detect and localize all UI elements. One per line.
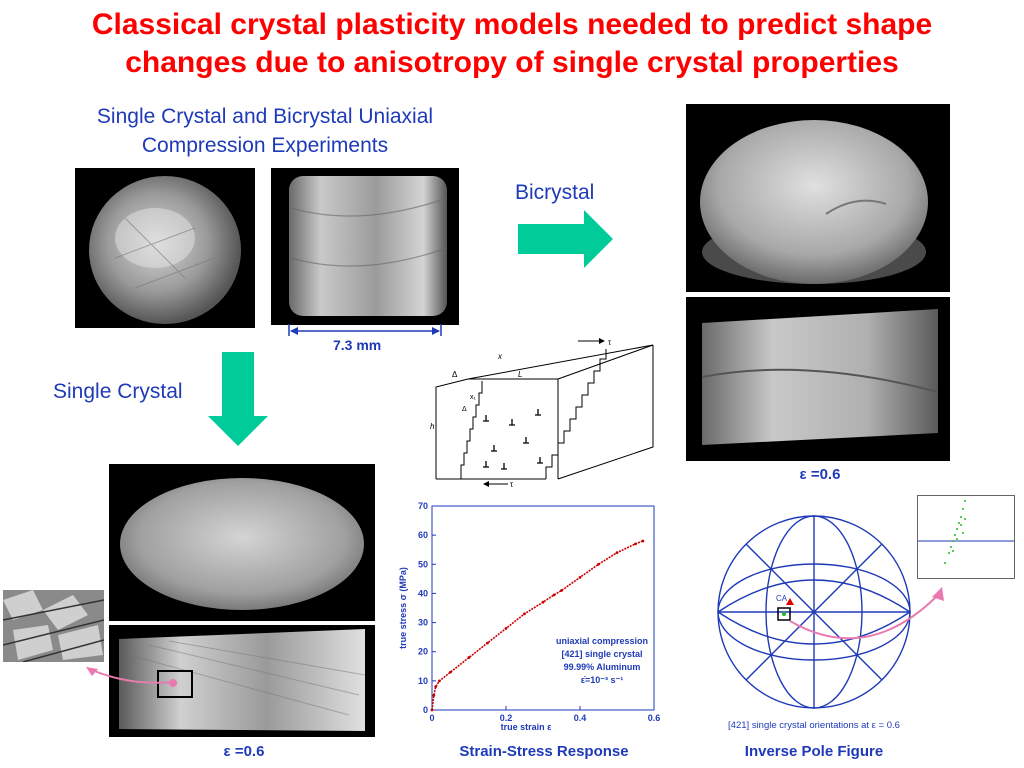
top-view-photo [75, 168, 255, 328]
data-point [597, 562, 600, 566]
x-tick-label: 0.2 [500, 713, 513, 723]
slip-tau-bottom: τ [510, 480, 514, 487]
data-point [634, 542, 637, 546]
bicrystal-top-photo-svg [700, 120, 928, 284]
single-top-photo [109, 464, 375, 621]
data-point [541, 600, 545, 604]
data-point [578, 576, 582, 579]
single-side-photo [109, 625, 375, 737]
slip-x: x [497, 352, 503, 361]
y-tick-label: 10 [418, 676, 428, 686]
y-tick-label: 20 [418, 647, 428, 657]
scale-label: 7.3 mm [333, 337, 382, 353]
pink-arrow-left [86, 667, 175, 684]
slip-h: h [430, 422, 435, 431]
side-view-photo [271, 168, 459, 325]
data-point [432, 694, 436, 697]
subtitle-line-2: Compression Experiments [141, 134, 389, 157]
top-view-photo-svg [89, 176, 241, 324]
data-point [504, 627, 508, 630]
slip-L: L [518, 370, 522, 379]
data-point [449, 670, 452, 674]
bicrystal-disk-shape [700, 120, 928, 284]
title-line-1: Classical crystal plasticity models need… [91, 8, 933, 41]
ca-label: CA [776, 594, 788, 603]
pink-arrow-right [789, 587, 944, 640]
page-title: Classical crystal plasticity models need… [0, 6, 1024, 82]
data-point [523, 612, 526, 616]
pole-highlight-box [777, 607, 791, 621]
y-ticks: 0 10 20 30 40 50 60 70 [418, 501, 436, 715]
stress-strain-chart: 0 10 20 30 40 50 60 70 0 0.2 0.4 0.6 true stress σ… [398, 501, 661, 732]
x-tick-label: 0.4 [574, 713, 587, 723]
data-point [560, 589, 563, 592]
cylinder-shape [289, 176, 447, 316]
y-tick-label: 70 [418, 501, 428, 511]
pole-caption: Inverse Pole Figure [744, 743, 884, 760]
inset-frame [917, 495, 1015, 579]
annotation-line-4: ε̇=10⁻³ s⁻¹ [581, 675, 624, 685]
y-tick-label: 50 [418, 559, 428, 569]
y-tick-label: 0 [423, 705, 428, 715]
data-point [434, 685, 438, 689]
bicrystal-side-photo-svg [701, 309, 939, 445]
plot-frame [431, 505, 655, 711]
down-arrow-icon [208, 352, 268, 446]
annotation-line-3: 99.99% Aluminum [564, 662, 641, 672]
right-arrow-icon [518, 210, 613, 268]
data-point [438, 679, 441, 683]
slip-tau-top: τ [608, 338, 612, 347]
y-tick-label: 40 [418, 588, 428, 598]
x-tick-label: 0 [429, 713, 434, 723]
y-tick-label: 60 [418, 530, 428, 540]
single-side-shape [119, 629, 365, 731]
micrograph-inset [3, 590, 104, 662]
single-top-photo-svg [120, 478, 364, 610]
pole-figure-label: [421] single crystal orientations at ε =… [728, 720, 900, 731]
data-point [552, 593, 556, 597]
stress-caption: Strain-Stress Response [459, 743, 629, 760]
slip-delta: Δ [452, 370, 458, 379]
data-point [486, 641, 489, 645]
y-tick-label: 30 [418, 618, 428, 628]
subtitle-line-1: Single Crystal and Bicrystal Uniaxial [96, 105, 434, 128]
bicrystal-label: Bicrystal [515, 181, 595, 204]
single-disk-shape [120, 478, 364, 610]
annotation-line-1: uniaxial compression [556, 636, 648, 646]
strain-caption-left: ε =0.6 [223, 743, 265, 760]
scale-bar [288, 324, 442, 336]
slip-diagram: τ τ x L Δ h x₁ Δ [430, 338, 654, 487]
micrograph-inset-svg [3, 590, 104, 662]
x-axis-label: true strain ε [501, 722, 553, 732]
data-point [615, 551, 619, 555]
pole-figure: CA [421] single crystal orientations at … [717, 515, 911, 731]
side-view-photo-svg [289, 176, 448, 316]
bicrystal-side-shape [702, 309, 938, 445]
data-point [641, 539, 645, 543]
data-point [430, 708, 434, 712]
slip-x1: x₁ [470, 394, 477, 401]
title-line-2: changes due to anisotropy of single crys… [125, 46, 899, 79]
single-crystal-label: Single Crystal [53, 380, 183, 403]
bicrystal-side-photo [686, 297, 950, 461]
ca-marker-icon [786, 598, 794, 605]
y-axis-label: true stress σ (MPa) [398, 567, 408, 649]
x-tick-label: 0.6 [648, 713, 661, 723]
pole-zoom-inset [917, 495, 1015, 579]
slip-delta1: Δ [462, 406, 467, 413]
annotation-line-2: [421] single crystal [561, 649, 642, 659]
bicrystal-top-photo [686, 104, 950, 292]
data-point [467, 656, 471, 659]
single-side-photo-svg [119, 629, 366, 731]
zoom-box [157, 670, 193, 698]
strain-caption-right: ε =0.6 [799, 466, 841, 483]
subtitle: Single Crystal and Bicrystal Uniaxial Co… [30, 102, 500, 160]
data-series [430, 539, 645, 712]
